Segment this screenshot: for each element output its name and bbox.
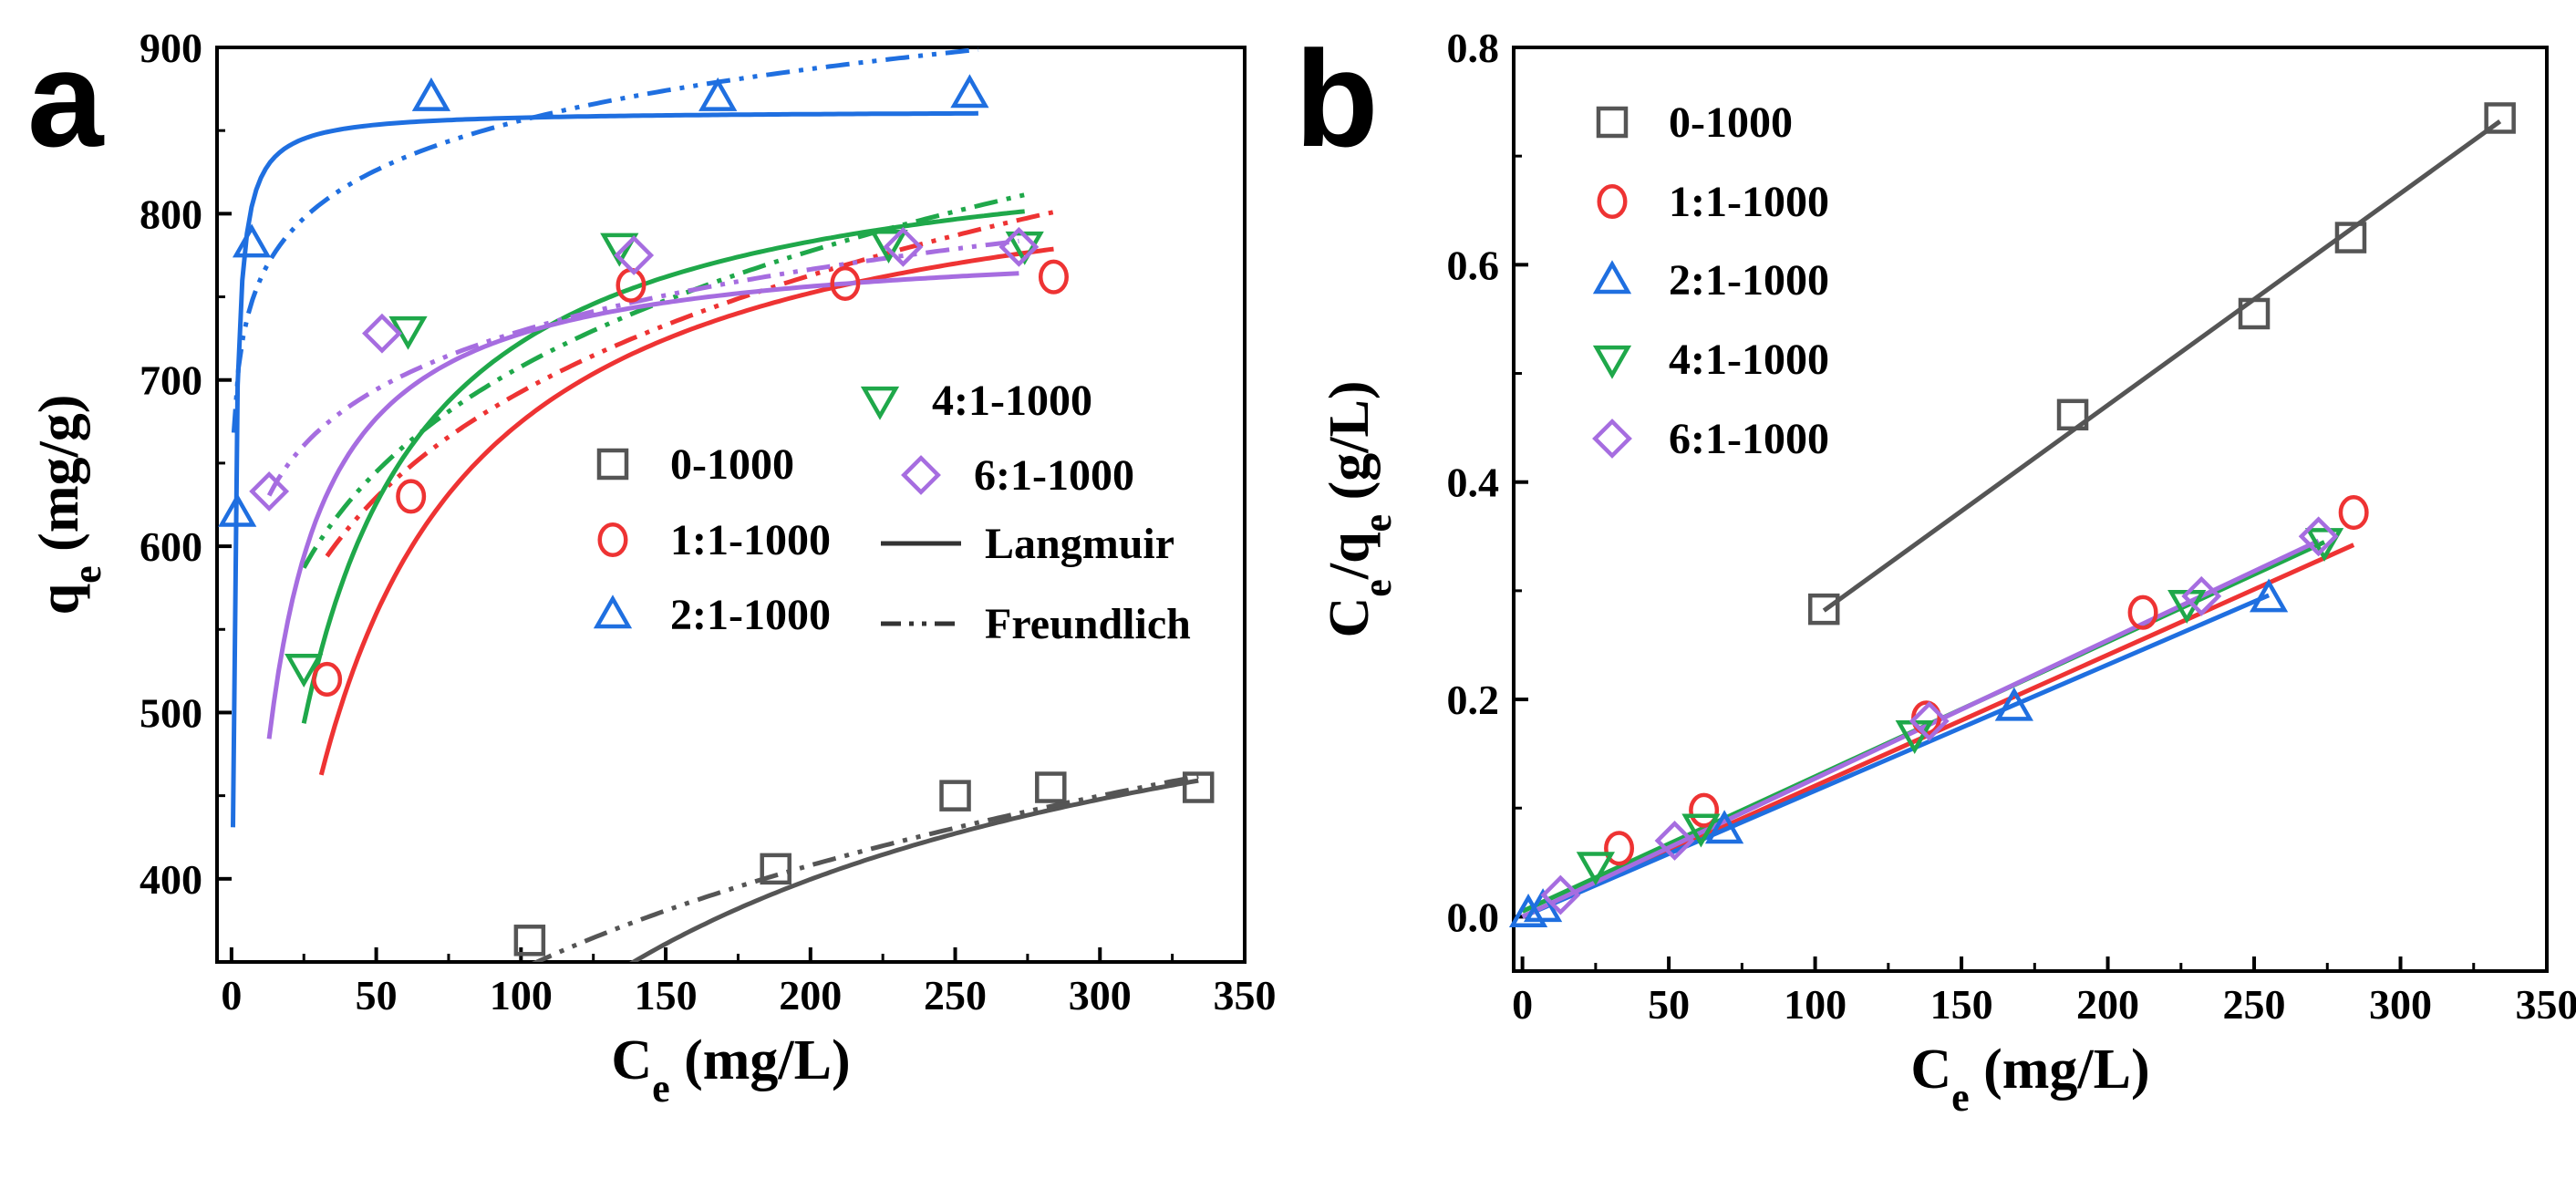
legend-marker bbox=[1599, 186, 1626, 217]
y-tick-label: 400 bbox=[140, 856, 202, 903]
freundlich-fit-line bbox=[530, 776, 1198, 965]
legend-label: 6:1-1000 bbox=[1669, 415, 1829, 463]
legend-marker bbox=[597, 599, 629, 626]
legend-marker bbox=[1598, 109, 1626, 136]
legend-label: 4:1-1000 bbox=[932, 377, 1092, 425]
data-point bbox=[702, 81, 734, 109]
legend-marker bbox=[904, 458, 938, 492]
data-point bbox=[398, 481, 424, 512]
x-tick-label: 0 bbox=[221, 972, 242, 1018]
legend-label: Freundlich bbox=[985, 600, 1191, 648]
data-point bbox=[954, 78, 986, 106]
x-tick-label: 300 bbox=[1069, 972, 1132, 1018]
legend-marker bbox=[1597, 264, 1629, 292]
y-tick-label: 500 bbox=[140, 689, 202, 736]
linear-fit-line bbox=[1824, 121, 2499, 611]
y-tick-label: 0.4 bbox=[1447, 460, 1500, 506]
panel-b: b 0 50 100 150 200 250 300 350 0.0 0.2 0.4 0.6 0.8 Ce … bbox=[1295, 22, 2576, 1120]
legend-label: 1:1-1000 bbox=[1669, 178, 1829, 226]
data-point bbox=[236, 228, 268, 255]
legend-marker bbox=[1597, 347, 1629, 375]
legend-label: 1:1-1000 bbox=[670, 516, 831, 564]
data-point bbox=[1040, 262, 1067, 293]
x-tick-label: 250 bbox=[924, 972, 987, 1018]
x-tick-label: 200 bbox=[779, 972, 842, 1018]
x-tick-label: 350 bbox=[2516, 981, 2576, 1028]
x-tick-label: 150 bbox=[1930, 981, 1993, 1028]
x-tick-label: 50 bbox=[356, 972, 398, 1018]
legend-label: 6:1-1000 bbox=[974, 451, 1134, 500]
panel-letter: b bbox=[1295, 22, 1379, 175]
legend-marker bbox=[1595, 421, 1629, 456]
legend-label: 2:1-1000 bbox=[1669, 256, 1829, 305]
x-tick-label: 200 bbox=[2076, 981, 2139, 1028]
x-tick-label: 50 bbox=[1648, 981, 1690, 1028]
data-point bbox=[2341, 497, 2367, 528]
data-point bbox=[942, 782, 969, 810]
y-tick-label: 600 bbox=[140, 523, 202, 570]
legend-label: 4:1-1000 bbox=[1669, 336, 1829, 384]
y-tick-label: 0.6 bbox=[1447, 242, 1500, 288]
legend-label: Langmuir bbox=[985, 520, 1174, 568]
x-tick-label: 300 bbox=[2369, 981, 2432, 1028]
legend-marker bbox=[864, 388, 896, 416]
x-tick-label: 250 bbox=[2223, 981, 2286, 1028]
panel-a: a 0 50 100 150 200 250 300 350 400 500 600 700 800 900… bbox=[27, 22, 1277, 1111]
data-point bbox=[416, 81, 448, 109]
data-point bbox=[314, 664, 340, 695]
legend-marker bbox=[599, 450, 626, 478]
x-tick-label: 100 bbox=[1784, 981, 1847, 1028]
plot-area bbox=[1523, 121, 2500, 916]
legend-label: 2:1-1000 bbox=[670, 591, 831, 639]
y-axis-title: Ce/qe (g/L) bbox=[1319, 381, 1400, 638]
y-tick-label: 700 bbox=[140, 357, 202, 404]
x-tick-label: 100 bbox=[490, 972, 553, 1018]
x-axis-title: Ce (mg/L) bbox=[1910, 1039, 2149, 1120]
y-tick-label: 900 bbox=[140, 25, 202, 71]
legend-label: 0-1000 bbox=[1669, 98, 1793, 147]
legend-label: 0-1000 bbox=[670, 440, 794, 489]
x-tick-label: 150 bbox=[635, 972, 698, 1018]
legend-marker bbox=[600, 524, 626, 555]
x-axis-title: Ce (mg/L) bbox=[611, 1029, 850, 1111]
y-tick-label: 0.0 bbox=[1447, 894, 1500, 940]
langmuir-fit-line bbox=[233, 113, 978, 827]
x-tick-label: 350 bbox=[1214, 972, 1277, 1018]
panel-letter: a bbox=[27, 22, 105, 175]
y-tick-label: 0.8 bbox=[1447, 25, 1500, 71]
data-point bbox=[1037, 774, 1064, 801]
y-tick-label: 0.2 bbox=[1447, 677, 1500, 723]
y-axis-title: qe (mg/g) bbox=[28, 395, 109, 615]
x-tick-label: 0 bbox=[1512, 981, 1533, 1028]
langmuir-fit-line bbox=[269, 274, 1019, 739]
langmuir-fit-line bbox=[321, 249, 1053, 775]
y-tick-label: 800 bbox=[140, 191, 202, 237]
linear-fit-line bbox=[1523, 595, 2269, 917]
